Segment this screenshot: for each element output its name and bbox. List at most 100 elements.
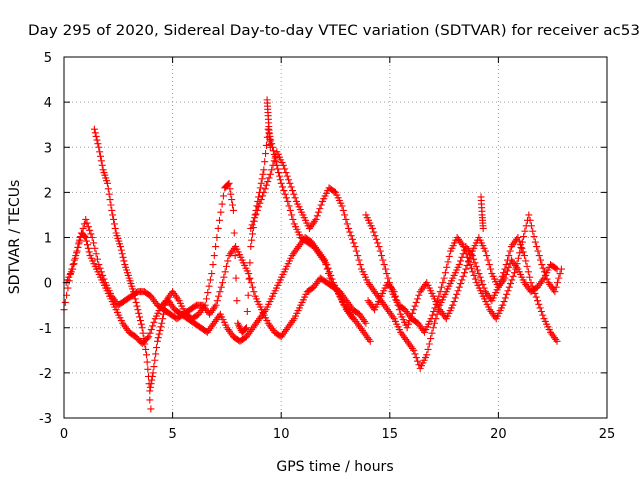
data-point (242, 325, 250, 333)
y-tick-label: 4 (44, 96, 52, 111)
data-point (107, 201, 115, 209)
data-point (276, 176, 284, 184)
data-point (403, 324, 411, 332)
data-point (262, 150, 270, 158)
data-point (79, 224, 87, 232)
x-axis-label: GPS time / hours (276, 459, 393, 475)
data-point (246, 259, 254, 267)
data-point (251, 214, 259, 222)
x-tick-label: 0 (60, 427, 68, 442)
data-point (83, 219, 91, 227)
data-point (479, 224, 487, 232)
data-point (342, 215, 350, 223)
data-point (134, 306, 142, 314)
data-point (90, 125, 98, 133)
data-point (483, 252, 491, 260)
grid (64, 57, 607, 418)
data-point (424, 345, 432, 353)
data-point (475, 270, 483, 278)
data-point (233, 297, 241, 305)
data-point (256, 199, 264, 207)
data-point (350, 239, 358, 247)
data-point (64, 284, 72, 292)
data-point (151, 356, 159, 364)
data-point (270, 157, 278, 165)
data-point (274, 165, 282, 173)
data-point (120, 257, 128, 265)
data-point (109, 211, 117, 219)
data-point (555, 274, 563, 282)
data-point (81, 233, 89, 241)
plot-frame (63, 56, 608, 419)
data-point (551, 288, 559, 296)
data-point (75, 238, 83, 246)
data-point (525, 211, 533, 219)
data-point (393, 297, 401, 305)
data-point (150, 318, 158, 326)
data-point (249, 230, 257, 238)
data-point (146, 383, 154, 391)
data-point (147, 380, 155, 388)
data-point (537, 308, 545, 316)
data-point (515, 237, 523, 245)
data-point (315, 208, 323, 216)
data-point (371, 232, 379, 240)
data-point (146, 329, 154, 337)
data-point (474, 266, 482, 274)
data-point (556, 270, 564, 278)
data-point (133, 302, 141, 310)
data-point (374, 239, 382, 247)
data-point (264, 178, 272, 186)
data-point (218, 200, 226, 208)
data-point (161, 301, 169, 309)
data-point (146, 387, 154, 395)
data-point (427, 335, 435, 343)
data-point (247, 224, 255, 232)
series-track-6 (364, 234, 561, 332)
data-point (265, 174, 273, 182)
data-point (95, 261, 103, 269)
data-point (206, 276, 214, 284)
data-point (117, 246, 125, 254)
data-point (279, 183, 287, 191)
data-point (505, 263, 513, 271)
data-point (430, 308, 438, 316)
data-point (504, 287, 512, 295)
data-point (277, 179, 285, 187)
data-point (461, 246, 469, 254)
data-point (77, 234, 85, 241)
x-tick-label: 15 (382, 427, 399, 442)
data-point (552, 283, 560, 291)
data-point (470, 271, 478, 279)
data-point (375, 243, 383, 251)
data-point (467, 251, 475, 259)
x-tick-label: 10 (273, 427, 290, 442)
data-point (229, 206, 237, 214)
data-point (284, 197, 292, 205)
data-point (539, 311, 547, 319)
data-point (356, 261, 364, 269)
data-point (524, 268, 532, 276)
data-point (249, 217, 257, 225)
data-point (439, 279, 447, 287)
data-point (248, 236, 256, 244)
data-point (429, 324, 437, 332)
data-point (69, 265, 77, 273)
data-point (93, 255, 101, 263)
data-point (132, 298, 140, 306)
data-point (149, 369, 157, 377)
data-point (208, 270, 216, 278)
data-point (269, 147, 277, 155)
data-point (537, 256, 545, 264)
data-point (201, 301, 209, 309)
data-point (111, 224, 119, 232)
data-point (131, 295, 139, 303)
data-point (534, 247, 542, 255)
data-point (487, 265, 495, 273)
data-point (96, 264, 104, 272)
data-point (205, 282, 213, 290)
data-point (507, 280, 515, 288)
data-point (130, 291, 138, 299)
data-point (97, 157, 105, 165)
series-track-3 (90, 125, 357, 395)
